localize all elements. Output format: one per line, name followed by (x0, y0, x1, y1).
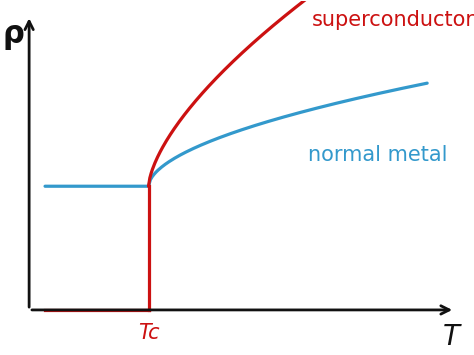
Text: Tc: Tc (138, 323, 159, 343)
Text: superconductor: superconductor (312, 10, 474, 29)
Text: normal metal: normal metal (308, 145, 447, 165)
Text: ρ: ρ (2, 21, 24, 50)
Text: T: T (443, 323, 460, 351)
